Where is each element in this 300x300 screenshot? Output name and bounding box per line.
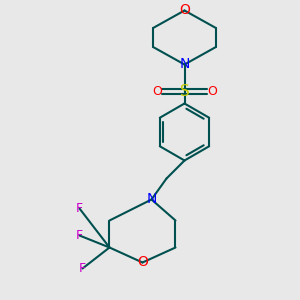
Text: S: S: [180, 84, 189, 99]
Text: O: O: [179, 4, 190, 17]
Text: O: O: [207, 85, 217, 98]
Text: N: N: [179, 58, 190, 71]
Text: O: O: [152, 85, 162, 98]
Text: N: N: [146, 193, 157, 206]
Text: F: F: [76, 229, 83, 242]
Text: F: F: [79, 262, 86, 275]
Text: O: O: [137, 256, 148, 269]
Text: F: F: [76, 202, 83, 215]
